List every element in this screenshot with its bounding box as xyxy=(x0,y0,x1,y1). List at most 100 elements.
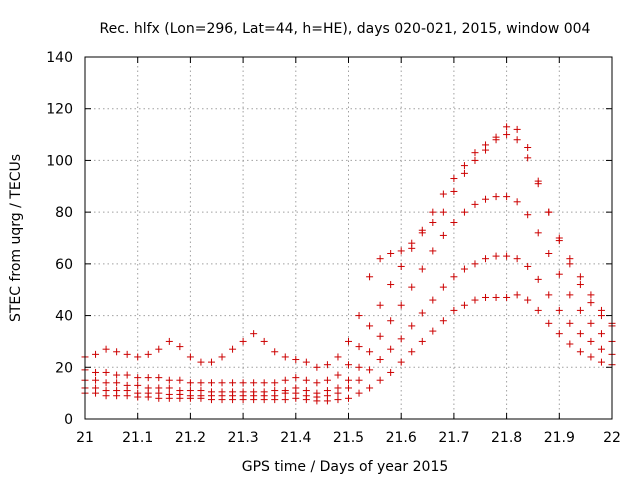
data-point xyxy=(534,306,542,314)
x-tick-label: 21.9 xyxy=(544,430,575,446)
data-point xyxy=(450,218,458,226)
data-point xyxy=(524,211,532,219)
data-point xyxy=(250,388,258,396)
data-point xyxy=(408,348,416,356)
data-point xyxy=(471,200,479,208)
data-point xyxy=(155,384,163,392)
data-point xyxy=(397,358,405,366)
data-point xyxy=(482,146,490,154)
data-point xyxy=(450,273,458,281)
data-point xyxy=(460,169,468,177)
data-point xyxy=(418,337,426,345)
data-point xyxy=(366,273,374,281)
data-point xyxy=(218,379,226,387)
data-point xyxy=(144,374,152,382)
data-point xyxy=(323,361,331,369)
x-tick-label: 21.6 xyxy=(386,430,417,446)
data-point xyxy=(376,255,384,263)
data-point xyxy=(376,332,384,340)
data-point xyxy=(197,379,205,387)
x-tick-label: 22 xyxy=(603,430,621,446)
data-point xyxy=(387,345,395,353)
data-point xyxy=(165,390,173,398)
data-point xyxy=(387,317,395,325)
y-tick-label: 140 xyxy=(46,50,73,66)
data-point xyxy=(471,296,479,304)
data-point xyxy=(102,387,110,395)
data-point xyxy=(439,231,447,239)
data-point xyxy=(513,198,521,206)
data-point xyxy=(355,363,363,371)
data-point xyxy=(492,136,500,144)
data-point xyxy=(555,270,563,278)
data-point xyxy=(397,301,405,309)
data-point xyxy=(186,353,194,361)
y-tick-label: 100 xyxy=(46,153,73,169)
data-point xyxy=(513,136,521,144)
data-point xyxy=(281,376,289,384)
data-point xyxy=(323,376,331,384)
data-point xyxy=(260,388,268,396)
data-point xyxy=(134,381,142,389)
data-point xyxy=(471,156,479,164)
data-point xyxy=(524,144,532,151)
data-point xyxy=(281,353,289,361)
data-point xyxy=(418,229,426,237)
data-point xyxy=(576,281,584,289)
data-point xyxy=(176,376,184,384)
data-point xyxy=(566,255,574,263)
data-point xyxy=(197,387,205,395)
data-point xyxy=(250,379,258,387)
data-point xyxy=(450,175,458,183)
data-point xyxy=(260,379,268,387)
data-point xyxy=(555,234,563,242)
data-point xyxy=(576,348,584,356)
data-point xyxy=(92,368,100,376)
data-point xyxy=(239,337,247,345)
data-point xyxy=(503,123,511,131)
data-point xyxy=(366,348,374,356)
data-point xyxy=(534,275,542,283)
data-point xyxy=(587,353,595,361)
data-point xyxy=(271,387,279,395)
y-axis-label: STEC from uqrg / TECUs xyxy=(8,154,24,322)
data-point xyxy=(113,348,121,356)
data-point xyxy=(207,379,215,387)
data-point xyxy=(355,389,363,397)
data-point xyxy=(334,384,342,392)
data-point xyxy=(113,379,121,387)
data-point xyxy=(482,195,490,203)
data-point xyxy=(513,125,521,133)
data-point xyxy=(492,252,500,260)
data-point xyxy=(576,306,584,314)
data-point xyxy=(165,337,173,345)
data-point xyxy=(292,384,300,392)
data-point xyxy=(524,296,532,304)
data-point xyxy=(123,381,131,389)
data-point xyxy=(366,384,374,392)
data-point xyxy=(397,262,405,270)
data-point xyxy=(302,376,310,384)
data-point xyxy=(176,387,184,395)
data-point xyxy=(355,312,363,320)
data-point xyxy=(566,340,574,348)
data-point xyxy=(545,208,553,216)
data-point xyxy=(587,319,595,327)
data-point xyxy=(534,177,542,185)
x-tick-label: 21.2 xyxy=(175,430,206,446)
data-point xyxy=(239,379,247,387)
data-point xyxy=(345,361,352,369)
data-point xyxy=(123,350,131,358)
data-point xyxy=(134,353,142,361)
data-point xyxy=(408,239,416,247)
data-point xyxy=(355,343,363,351)
y-tick-label: 20 xyxy=(55,360,73,376)
chart-title: Rec. hlfx (Lon=296, Lat=44, h=HE), days … xyxy=(100,21,591,37)
data-point xyxy=(186,379,194,387)
data-point xyxy=(334,396,342,404)
data-point xyxy=(555,330,563,338)
data-point xyxy=(250,330,258,338)
data-point xyxy=(587,299,595,307)
x-tick-label: 21.7 xyxy=(438,430,469,446)
data-point xyxy=(113,387,121,395)
